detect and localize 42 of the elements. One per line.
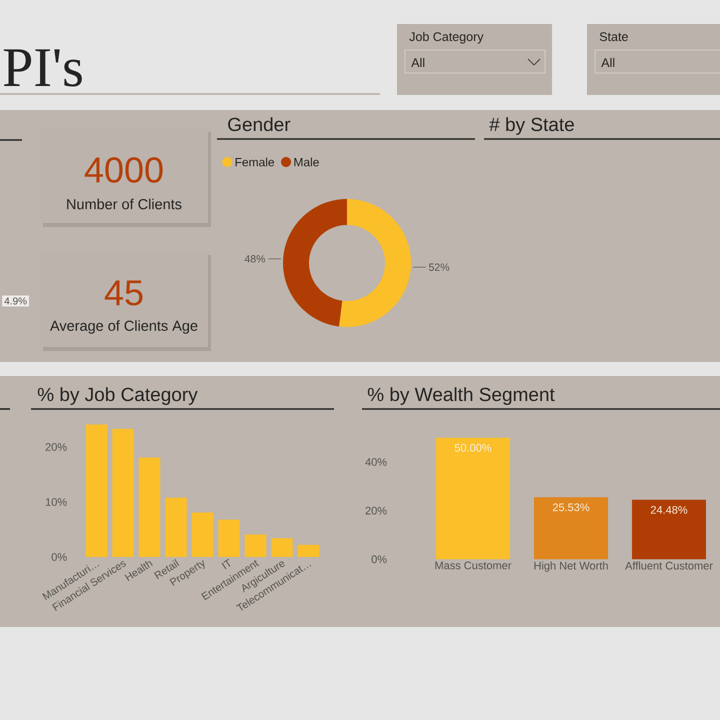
y-tick-label: 20% — [46, 443, 67, 451]
text: State — [600, 32, 628, 42]
text: Average of Clients Age — [50, 320, 198, 334]
text: All — [601, 58, 614, 67]
bar — [271, 538, 293, 557]
bar — [436, 438, 510, 560]
y-tick-label: 10% — [46, 498, 67, 506]
data-label: 50.00% — [454, 444, 492, 452]
text: Job Category — [409, 32, 484, 44]
chart-title: Gender — [228, 117, 290, 132]
x-tick-label: High Net Worth — [534, 562, 608, 572]
data-label: 24.48% — [650, 506, 688, 514]
bar — [112, 428, 134, 557]
legend-label: Female — [236, 158, 274, 166]
text: 45 — [104, 280, 142, 306]
data-label: 25.53% — [552, 503, 590, 512]
y-tick-label: 0% — [52, 553, 67, 561]
bar — [138, 457, 160, 557]
bar — [534, 497, 608, 560]
chart-title: % by Job Category — [38, 387, 198, 405]
text: 4.9% — [4, 297, 27, 305]
bar — [218, 520, 240, 557]
bar — [165, 498, 187, 557]
x-tick-label: Affluent Customer — [625, 562, 713, 570]
legend-label: Male — [294, 158, 319, 166]
text: Number of Clients — [67, 198, 182, 210]
chart-title: % by Wealth Segment — [368, 387, 555, 405]
text: All — [411, 58, 424, 67]
text: # by State — [489, 117, 574, 135]
text: 4000 — [84, 157, 163, 183]
text: PI's — [4, 49, 82, 87]
bar — [244, 534, 266, 557]
y-tick-label: 20% — [366, 506, 387, 515]
y-tick-label: 0% — [372, 555, 387, 564]
bar — [632, 500, 706, 560]
bar — [298, 544, 320, 557]
y-tick-label: 40% — [365, 458, 387, 466]
bar — [192, 512, 214, 557]
data-label: 52% — [428, 263, 450, 271]
bar — [86, 424, 108, 557]
x-tick-label: Mass Customer — [435, 562, 512, 570]
data-label: 48% — [244, 255, 266, 263]
